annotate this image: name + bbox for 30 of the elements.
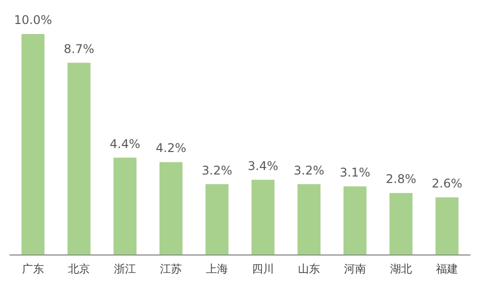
x-tick-label: 广东 [22, 262, 44, 276]
x-tick-label: 福建 [436, 262, 458, 276]
data-label: 2.8% [386, 172, 416, 186]
x-tick-label: 河南 [344, 262, 366, 276]
bar [114, 158, 136, 255]
x-tick-label: 上海 [206, 262, 228, 276]
x-tick-label: 江苏 [160, 262, 182, 276]
data-label: 3.4% [248, 158, 278, 173]
bar [344, 186, 366, 255]
data-label: 4.2% [156, 141, 186, 156]
bar [298, 184, 320, 255]
x-tick-label: 浙江 [114, 262, 136, 276]
bar [68, 62, 90, 255]
x-tick-label: 四川 [252, 262, 274, 276]
data-label: 8.7% [64, 42, 94, 56]
bar [22, 34, 44, 255]
bar [252, 180, 274, 255]
bar [390, 192, 412, 255]
data-label: 4.4% [110, 136, 140, 151]
bar [160, 162, 182, 255]
data-label: 2.6% [432, 176, 462, 191]
data-label: 10.0% [14, 13, 52, 28]
data-label: 3.2% [202, 163, 232, 178]
data-label: 3.2% [294, 163, 324, 178]
bar [436, 197, 458, 255]
x-tick-label: 山东 [298, 262, 320, 276]
bar [206, 184, 228, 255]
x-tick-label: 湖北 [390, 262, 412, 276]
x-tick-label: 北京 [68, 262, 90, 276]
data-label: 3.1% [340, 165, 370, 180]
